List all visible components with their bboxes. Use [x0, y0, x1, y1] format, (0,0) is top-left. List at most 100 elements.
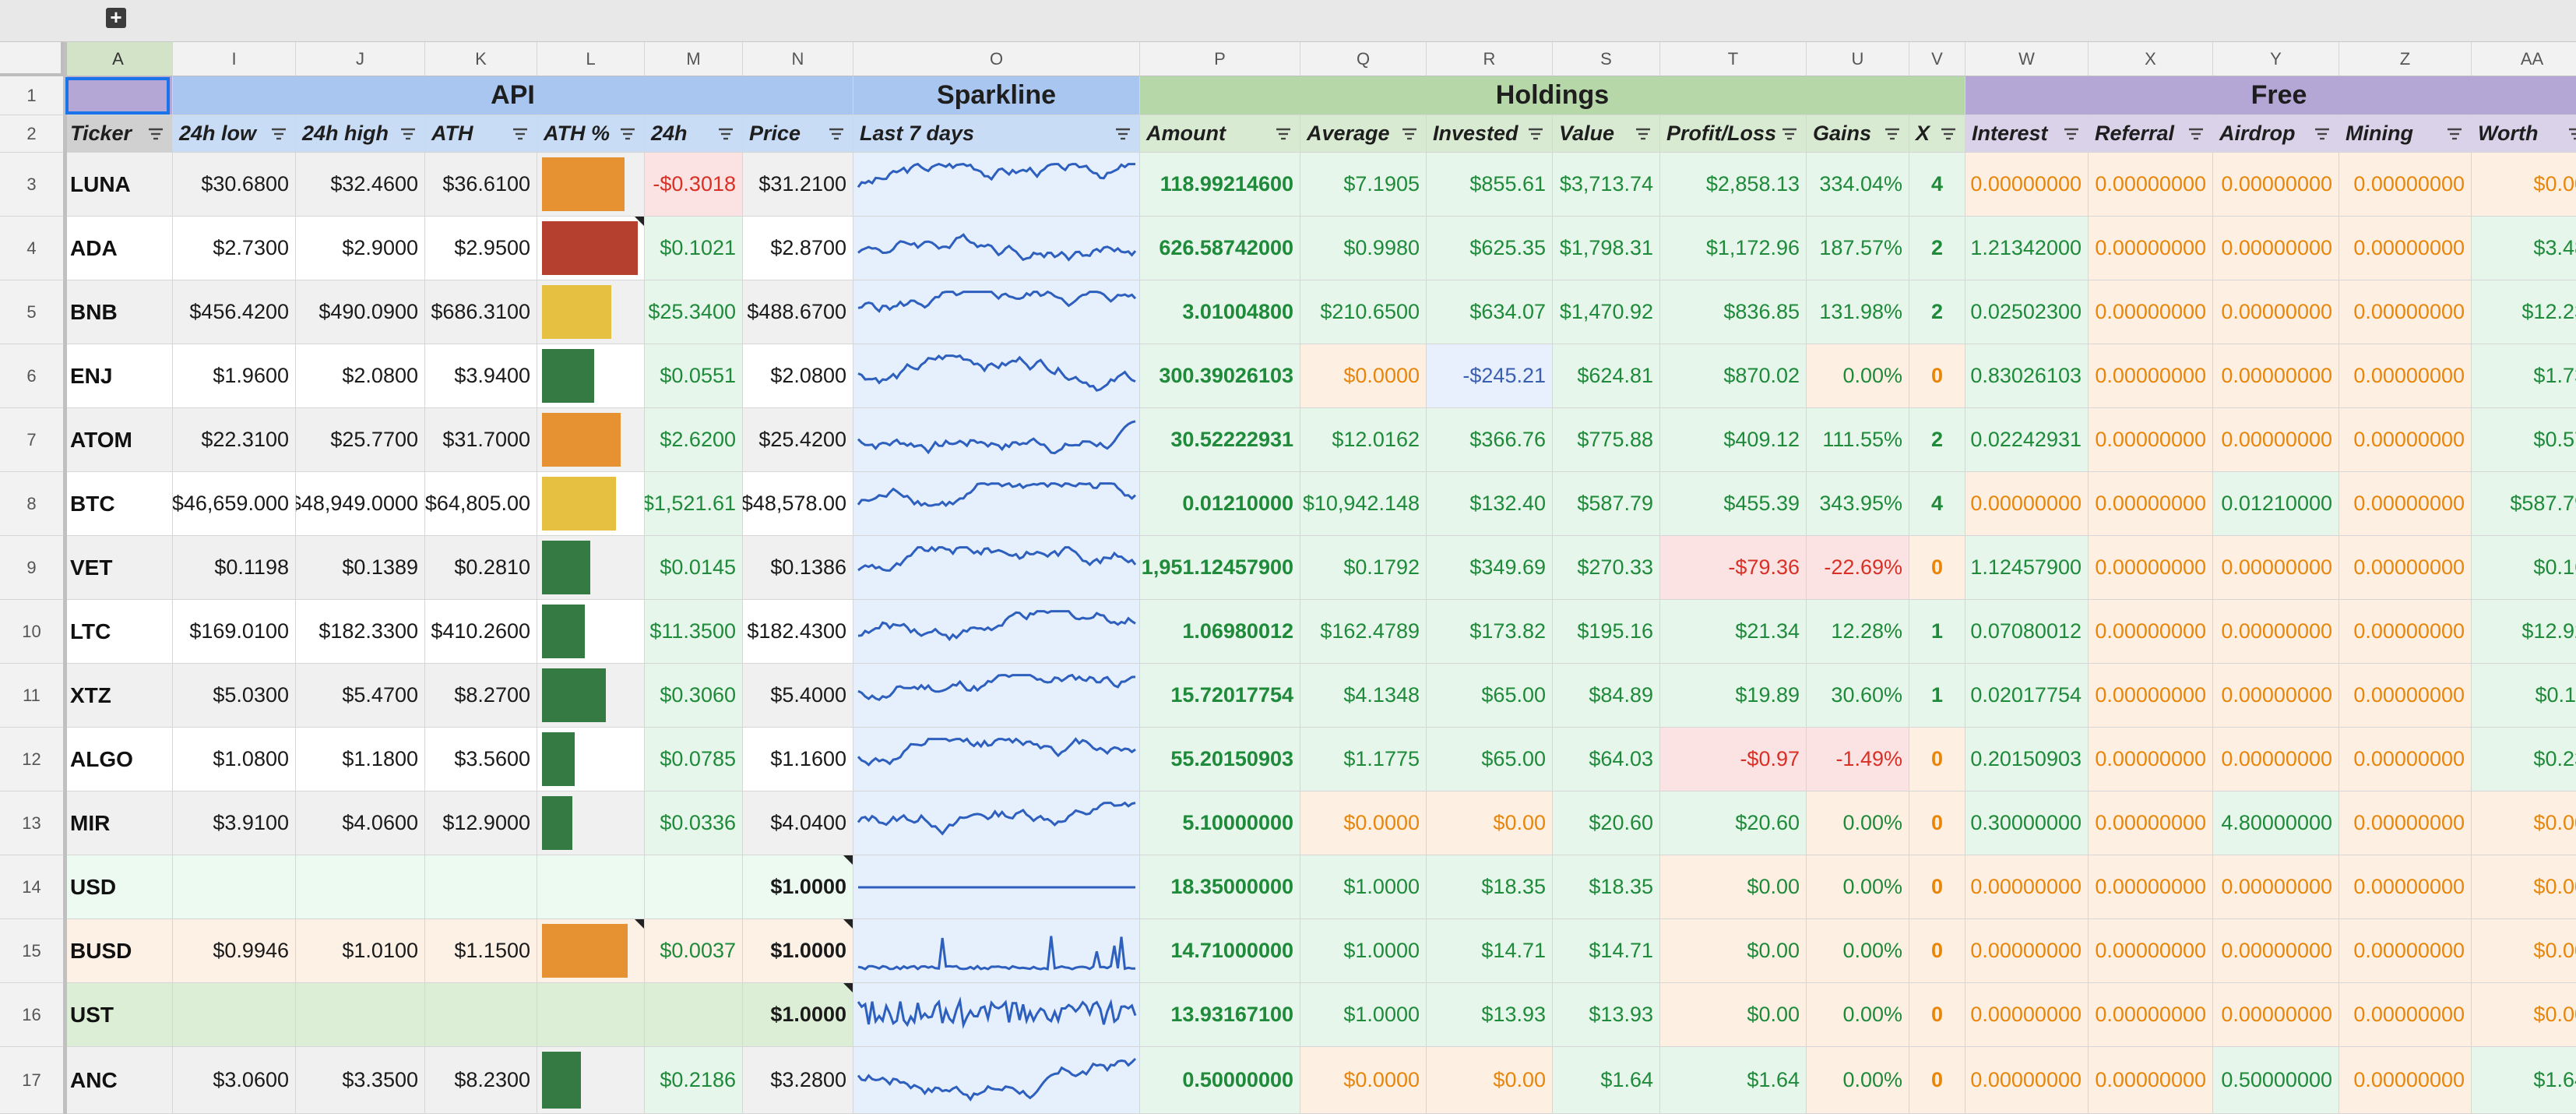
- row-ada-high[interactable]: $2.9000: [296, 217, 425, 280]
- row-usd-price[interactable]: $1.0000: [743, 855, 853, 919]
- row-algo-inv[interactable]: $65.00: [1427, 728, 1553, 791]
- row-vet-low[interactable]: $0.1198: [173, 536, 296, 600]
- row-bnb-mining[interactable]: 0.00000000: [2339, 280, 2472, 344]
- row-atom-interest[interactable]: 0.02242931: [1965, 408, 2089, 472]
- row-header-14[interactable]: 14: [0, 855, 64, 919]
- row-usd-avg[interactable]: $1.0000: [1300, 855, 1427, 919]
- row-ust-d24[interactable]: [645, 983, 743, 1047]
- row-xtz-airdrop[interactable]: 0.00000000: [2213, 664, 2339, 728]
- row-busd-pl[interactable]: $0.00: [1660, 919, 1807, 983]
- row-busd-spark[interactable]: [853, 919, 1140, 983]
- row-mir-ath_pct[interactable]: [537, 791, 645, 855]
- row-ada-airdrop[interactable]: 0.00000000: [2213, 217, 2339, 280]
- row-usd-airdrop[interactable]: 0.00000000: [2213, 855, 2339, 919]
- row-enj-gains[interactable]: 0.00%: [1807, 344, 1909, 408]
- row-anc-value[interactable]: $1.64: [1553, 1047, 1660, 1114]
- row-algo-d24[interactable]: $0.0785: [645, 728, 743, 791]
- row-mir-ath[interactable]: $12.9000: [425, 791, 537, 855]
- row-vet-avg[interactable]: $0.1792: [1300, 536, 1427, 600]
- row-ltc-ath[interactable]: $410.2600: [425, 600, 537, 664]
- row-ust-worth[interactable]: $0.00: [2472, 983, 2576, 1047]
- row-btc-low[interactable]: $46,659.000: [173, 472, 296, 536]
- row-mir-gains[interactable]: 0.00%: [1807, 791, 1909, 855]
- row-xtz-x[interactable]: 1: [1909, 664, 1965, 728]
- header-price[interactable]: Price: [743, 115, 853, 153]
- row-usd-high[interactable]: [296, 855, 425, 919]
- row-header-15[interactable]: 15: [0, 919, 64, 983]
- row-algo-worth[interactable]: $0.23: [2472, 728, 2576, 791]
- row-busd-price[interactable]: $1.0000: [743, 919, 853, 983]
- row-enj-high[interactable]: $2.0800: [296, 344, 425, 408]
- row-xtz-price[interactable]: $5.4000: [743, 664, 853, 728]
- row-ust-amount[interactable]: 13.93167100: [1140, 983, 1300, 1047]
- row-ltc-worth[interactable]: $12.92: [2472, 600, 2576, 664]
- header-referral[interactable]: Referral: [2089, 115, 2213, 153]
- row-enj-d24[interactable]: $0.0551: [645, 344, 743, 408]
- row-luna-high[interactable]: $32.4600: [296, 153, 425, 217]
- row-atom-amount[interactable]: 30.52222931: [1140, 408, 1300, 472]
- comment-indicator[interactable]: [635, 919, 644, 929]
- filter-icon[interactable]: [1781, 128, 1798, 140]
- row-anc-pl[interactable]: $1.64: [1660, 1047, 1807, 1114]
- row-vet-worth[interactable]: $0.16: [2472, 536, 2576, 600]
- row-busd-high[interactable]: $1.0100: [296, 919, 425, 983]
- row-ust-mining[interactable]: 0.00000000: [2339, 983, 2472, 1047]
- header-last-7-days[interactable]: Last 7 days: [853, 115, 1140, 153]
- row-btc-worth[interactable]: $587.79: [2472, 472, 2576, 536]
- row-ada-ticker[interactable]: ADA: [64, 217, 173, 280]
- row-algo-ath[interactable]: $3.5600: [425, 728, 537, 791]
- filter-icon[interactable]: [619, 128, 636, 140]
- row-mir-d24[interactable]: $0.0336: [645, 791, 743, 855]
- row-luna-spark[interactable]: [853, 153, 1140, 217]
- filter-icon[interactable]: [2567, 128, 2576, 140]
- row-ust-ath[interactable]: [425, 983, 537, 1047]
- row-enj-value[interactable]: $624.81: [1553, 344, 1660, 408]
- row-luna-pl[interactable]: $2,858.13: [1660, 153, 1807, 217]
- row-usd-ath_pct[interactable]: [537, 855, 645, 919]
- row-ada-mining[interactable]: 0.00000000: [2339, 217, 2472, 280]
- row-ltc-spark[interactable]: [853, 600, 1140, 664]
- row-atom-ath[interactable]: $31.7000: [425, 408, 537, 472]
- row-xtz-inv[interactable]: $65.00: [1427, 664, 1553, 728]
- row-mir-amount[interactable]: 5.10000000: [1140, 791, 1300, 855]
- row-bnb-gains[interactable]: 131.98%: [1807, 280, 1909, 344]
- row-enj-referral[interactable]: 0.00000000: [2089, 344, 2213, 408]
- row-btc-price[interactable]: $48,578.00: [743, 472, 853, 536]
- row-luna-d24[interactable]: -$0.3018: [645, 153, 743, 217]
- row-algo-ticker[interactable]: ALGO: [64, 728, 173, 791]
- column-header-M[interactable]: M: [645, 42, 743, 76]
- row-usd-spark[interactable]: [853, 855, 1140, 919]
- row-atom-avg[interactable]: $12.0162: [1300, 408, 1427, 472]
- filter-icon[interactable]: [2446, 128, 2463, 140]
- row-xtz-ath_pct[interactable]: [537, 664, 645, 728]
- filter-icon[interactable]: [1114, 128, 1131, 140]
- add-icon[interactable]: +: [106, 7, 126, 28]
- row-xtz-high[interactable]: $5.4700: [296, 664, 425, 728]
- header-amount[interactable]: Amount: [1140, 115, 1300, 153]
- row-vet-mining[interactable]: 0.00000000: [2339, 536, 2472, 600]
- row-btc-referral[interactable]: 0.00000000: [2089, 472, 2213, 536]
- row-ltc-referral[interactable]: 0.00000000: [2089, 600, 2213, 664]
- row-header-1[interactable]: 1: [0, 76, 64, 115]
- row-header-9[interactable]: 9: [0, 536, 64, 600]
- row-btc-ticker[interactable]: BTC: [64, 472, 173, 536]
- row-mir-avg[interactable]: $0.0000: [1300, 791, 1427, 855]
- filter-icon[interactable]: [270, 128, 287, 140]
- row-ust-value[interactable]: $13.93: [1553, 983, 1660, 1047]
- row-xtz-value[interactable]: $84.89: [1553, 664, 1660, 728]
- row-enj-ath_pct[interactable]: [537, 344, 645, 408]
- row-bnb-inv[interactable]: $634.07: [1427, 280, 1553, 344]
- row-anc-amount[interactable]: 0.50000000: [1140, 1047, 1300, 1114]
- row-ltc-avg[interactable]: $162.4789: [1300, 600, 1427, 664]
- row-bnb-pl[interactable]: $836.85: [1660, 280, 1807, 344]
- row-ada-x[interactable]: 2: [1909, 217, 1965, 280]
- row-btc-airdrop[interactable]: 0.01210000: [2213, 472, 2339, 536]
- row-ltc-inv[interactable]: $173.82: [1427, 600, 1553, 664]
- header-x[interactable]: X: [1909, 115, 1965, 153]
- row-ltc-d24[interactable]: $11.3500: [645, 600, 743, 664]
- row-algo-gains[interactable]: -1.49%: [1807, 728, 1909, 791]
- row-atom-referral[interactable]: 0.00000000: [2089, 408, 2213, 472]
- row-ltc-price[interactable]: $182.4300: [743, 600, 853, 664]
- row-busd-mining[interactable]: 0.00000000: [2339, 919, 2472, 983]
- row-usd-d24[interactable]: [645, 855, 743, 919]
